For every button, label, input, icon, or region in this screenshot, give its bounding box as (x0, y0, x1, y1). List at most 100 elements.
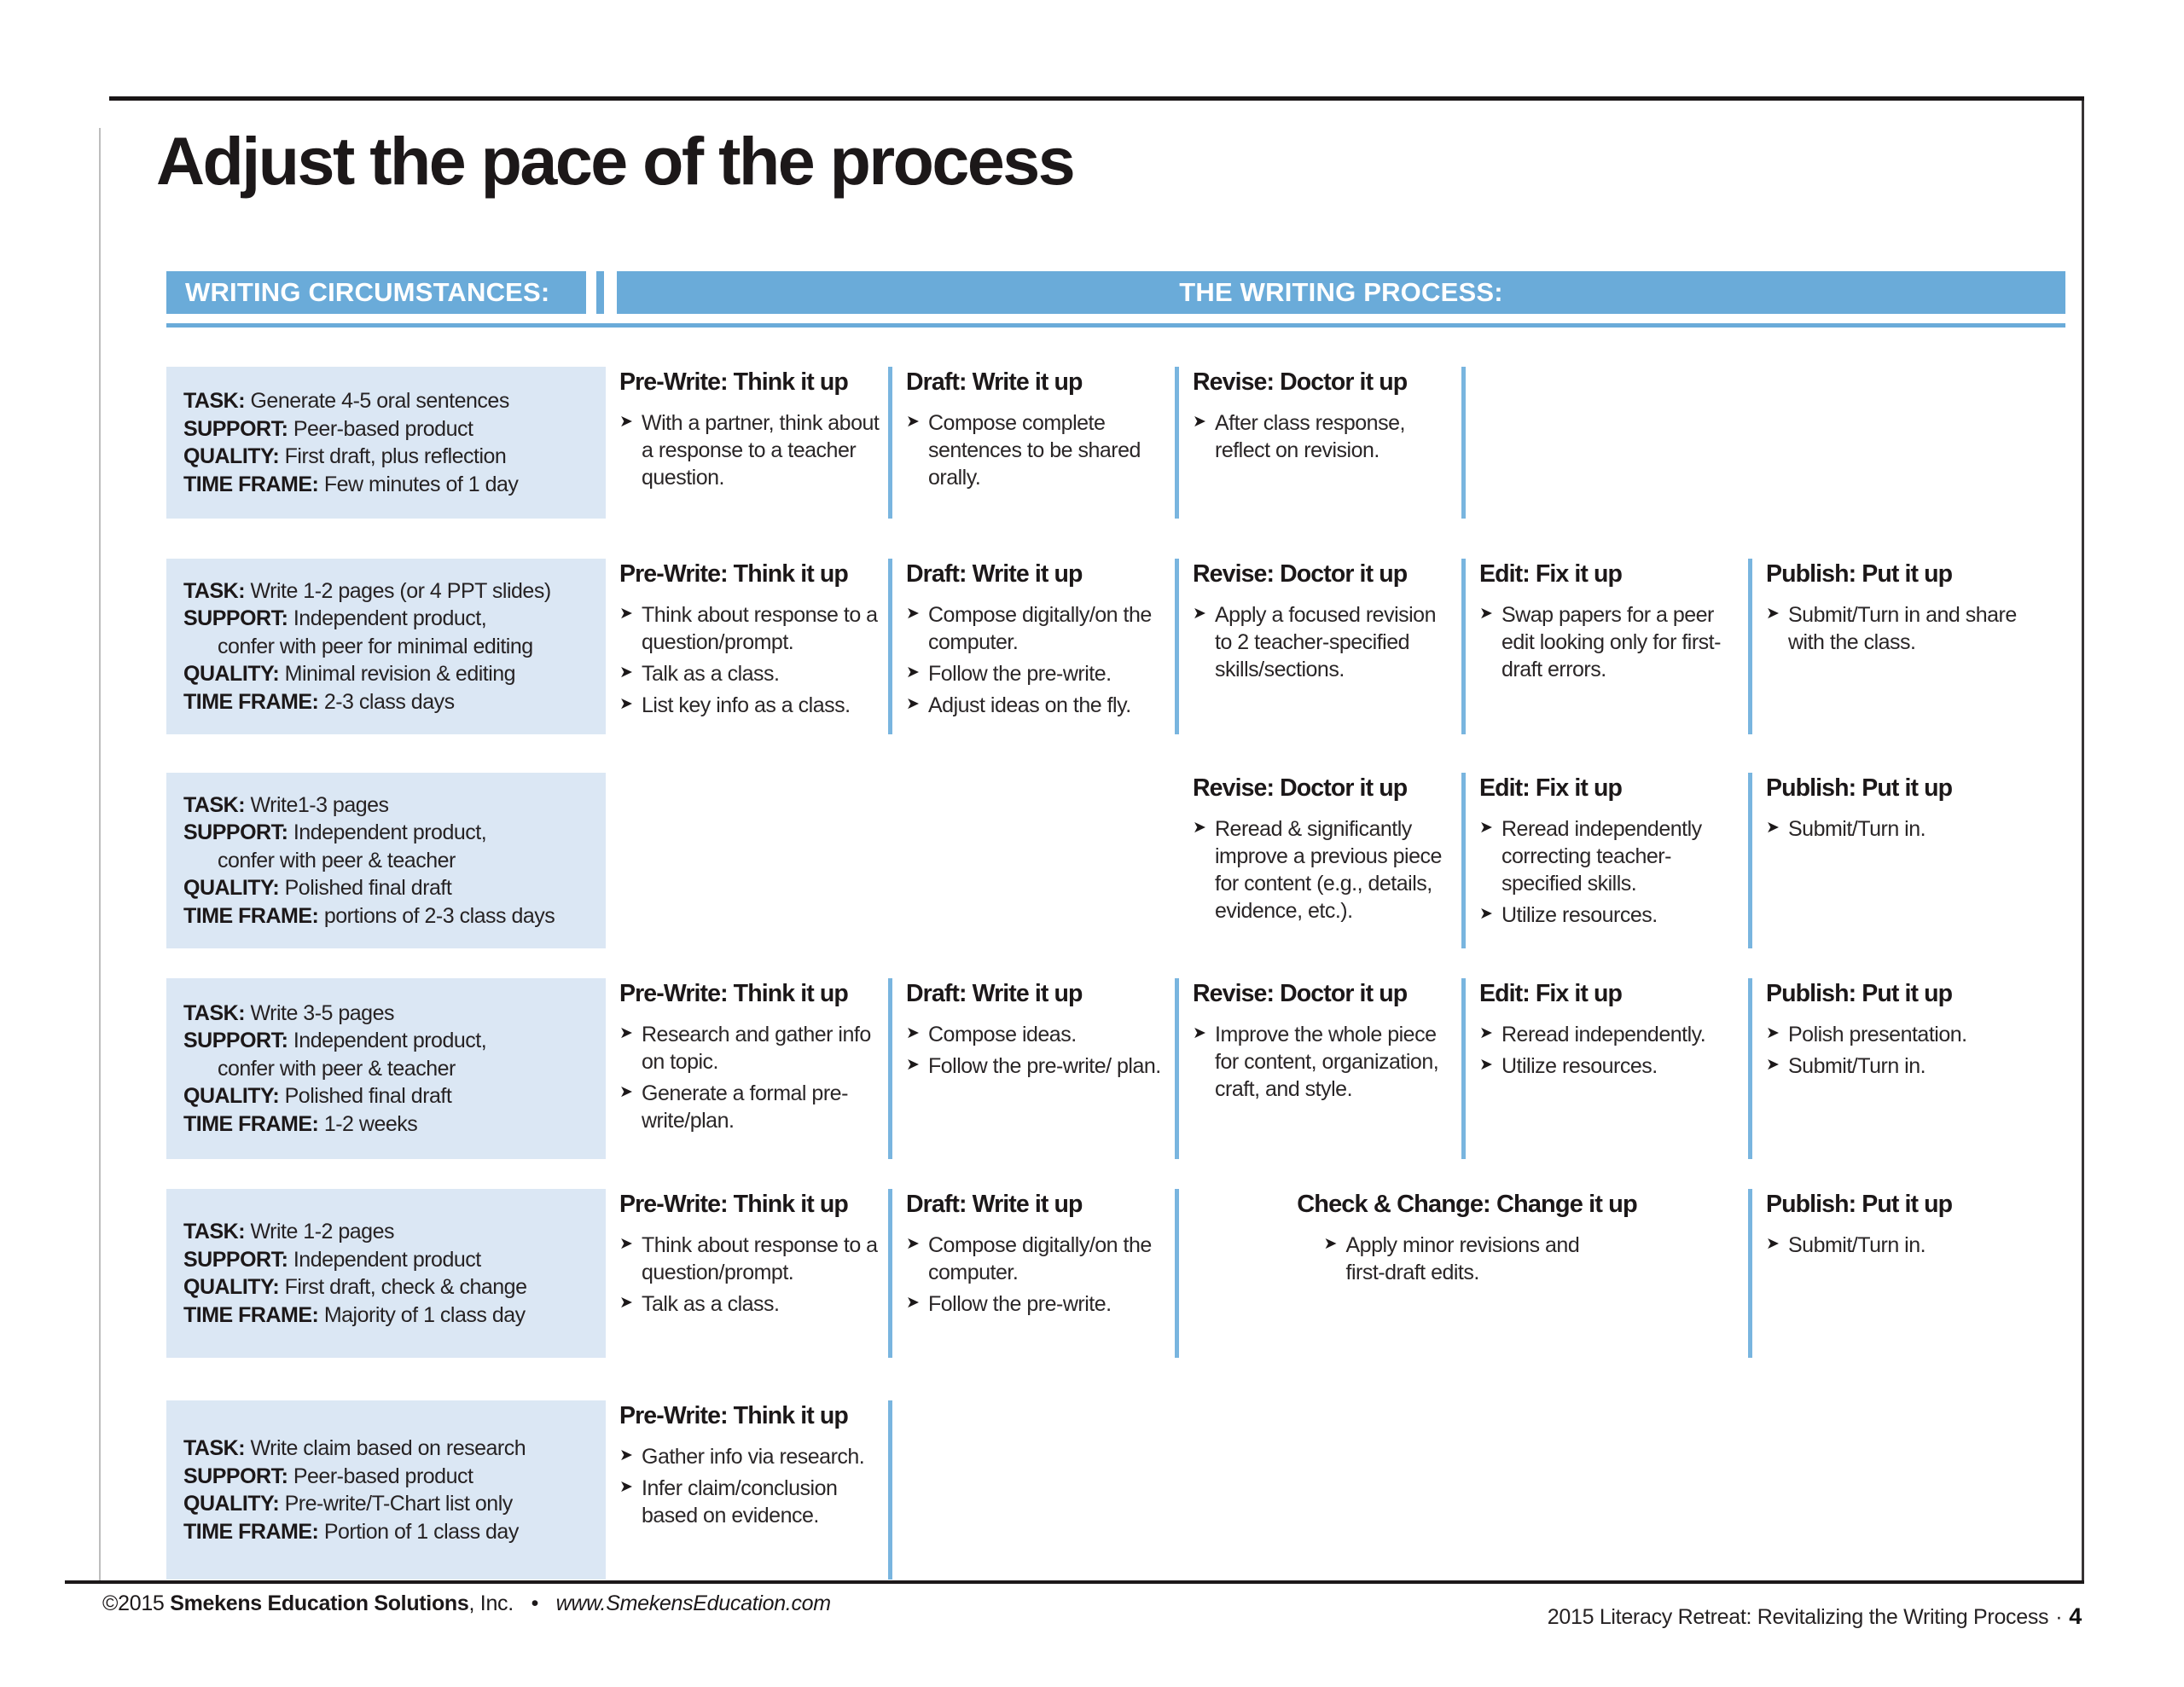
footer-separator: · (2055, 1605, 2063, 1629)
step-title: Publish: Put it up (1766, 980, 1953, 1007)
header-writing-circumstances: WRITING CIRCUMSTANCES: (166, 271, 586, 314)
circumstances-box: TASK: Write 1-2 pages (or 4 PPT slides) S… (166, 559, 606, 734)
step-bullet: Utilize resources. (1479, 901, 1741, 929)
step-bullets: Reread & significantly improve a previou… (1193, 815, 1455, 925)
step-title: Draft: Write it up (906, 1191, 1083, 1218)
process-step-cell: Publish: Put it up Submit/Turn in. (1752, 773, 2053, 948)
circumstance-label: QUALITY: (183, 444, 280, 468)
step-bullet: Compose digitally/on the computer. (906, 601, 1168, 656)
circumstance-line: confer with peer & teacher (218, 848, 456, 872)
circumstance-line: QUALITY: First draft, check & change (183, 1275, 527, 1299)
step-title: Draft: Write it up (906, 980, 1083, 1007)
step-bullets: Reread independently correcting teacher-… (1479, 815, 1741, 929)
circumstance-line: SUPPORT: Independent product, (183, 606, 487, 631)
header-writing-process-label: THE WRITING PROCESS: (1179, 277, 1503, 307)
page-border-left (99, 128, 101, 1583)
header-underline (166, 323, 2065, 328)
step-bullet: Research and gather info on topic. (619, 1021, 881, 1075)
circumstance-label: TASK: (183, 1220, 246, 1244)
step-title: Edit: Fix it up (1479, 980, 1623, 1007)
circumstances-box: TASK: Write 3-5 pages SUPPORT: Independen… (166, 978, 606, 1159)
circumstance-label: TASK: (183, 389, 246, 413)
header-gap (604, 271, 617, 314)
process-step-cell: Revise: Doctor it up Improve the whole pi… (1179, 978, 1466, 1159)
process-step-cell: Pre-Write: Think it up Gather info via re… (606, 1400, 892, 1580)
process-step-cell: Publish: Put it up Submit/Turn in. (1752, 1189, 2053, 1358)
circumstance-label: TASK: (183, 1436, 246, 1460)
step-title: Edit: Fix it up (1479, 774, 1623, 802)
footer-website: www.SmekensEducation.com (555, 1591, 831, 1615)
circumstance-line: SUPPORT: Peer-based product (183, 1464, 473, 1488)
process-step-cell: Edit: Fix it up Reread independently. Util… (1466, 978, 1752, 1159)
circumstance-line: TASK: Write 3-5 pages (183, 1000, 395, 1025)
footer-page-number: 4 (2069, 1603, 2082, 1629)
circumstance-label: SUPPORT: (183, 1464, 288, 1488)
circumstance-line: QUALITY: First draft, plus reflection (183, 444, 507, 468)
step-title: Revise: Doctor it up (1193, 560, 1408, 588)
footer-company-suffix: , Inc. (468, 1591, 514, 1615)
header-gap (586, 271, 596, 314)
circumstance-label: SUPPORT: (183, 1029, 288, 1053)
step-bullets: Compose complete sentences to be shared … (906, 409, 1168, 491)
process-step-cell: Pre-Write: Think it up With a partner, th… (606, 367, 892, 519)
circumstance-label: TIME FRAME: (183, 903, 319, 928)
step-bullets: Reread independently. Utilize resources. (1479, 1021, 1741, 1080)
circumstances-box: TASK: Write1-3 pages SUPPORT: Independent… (166, 773, 606, 948)
step-bullets: Research and gather info on topic.Genera… (619, 1021, 881, 1134)
footer-company: Smekens Education Solutions (170, 1591, 469, 1615)
step-bullet: Follow the pre-write. (906, 660, 1168, 687)
circumstance-line: TASK: Write 1-2 pages (or 4 PPT slides) (183, 578, 551, 603)
circumstance-label: TASK: (183, 792, 246, 817)
step-title: Publish: Put it up (1766, 560, 1953, 588)
process-step-cell: Check & Change: Change it up Apply minor … (1179, 1189, 1752, 1358)
step-title: Revise: Doctor it up (1193, 774, 1408, 802)
circumstance-line: TIME FRAME: portions of 2-3 class days (183, 903, 555, 928)
step-bullet: Follow the pre-write/ plan. (906, 1052, 1168, 1080)
step-bullet: Submit/Turn in. (1766, 815, 2046, 843)
circumstance-label: TASK: (183, 578, 246, 603)
table-header-row: WRITING CIRCUMSTANCES: THE WRITING PROCE… (166, 271, 2065, 314)
step-bullet: Follow the pre-write. (906, 1290, 1168, 1318)
circumstance-label: TIME FRAME: (183, 1519, 319, 1544)
step-bullets: Apply a focused revision to 2 teacher-sp… (1193, 601, 1455, 683)
circumstance-line: QUALITY: Minimal revision & editing (183, 662, 516, 687)
step-title: Publish: Put it up (1766, 774, 1953, 802)
process-step-cell: Publish: Put it up Submit/Turn in and sha… (1752, 559, 2053, 734)
circumstance-label: SUPPORT: (183, 606, 288, 631)
step-title: Pre-Write: Think it up (619, 980, 849, 1007)
step-bullets: Compose digitally/on the computer. Follow… (906, 1232, 1168, 1318)
step-title: Pre-Write: Think it up (619, 1402, 849, 1429)
process-step-cell: Draft: Write it up Compose digitally/on t… (892, 559, 1179, 734)
step-bullet: Talk as a class. (619, 1290, 881, 1318)
step-bullet: Generate a formal pre-write/plan. (619, 1080, 881, 1134)
circumstances-box: TASK: Write 1-2 pages SUPPORT: Independen… (166, 1189, 606, 1358)
step-bullets: Submit/Turn in. (1766, 815, 2046, 843)
step-bullet: Think about response to a question/promp… (619, 1232, 881, 1286)
process-step-cell: Pre-Write: Think it up Think about respon… (606, 1189, 892, 1358)
step-bullet: Gather info via research. (619, 1443, 881, 1470)
step-bullet: Compose ideas. (906, 1021, 1168, 1048)
page-border-top (109, 96, 2084, 101)
step-bullets: Submit/Turn in and share with the class. (1766, 601, 2046, 656)
circumstance-line: confer with peer for minimal editing (218, 634, 533, 658)
circumstance-label: TASK: (183, 1000, 246, 1025)
step-title: Check & Change: Change it up (1297, 1191, 1637, 1218)
process-step-cell: Revise: Doctor it up After class response… (1179, 367, 1466, 519)
step-bullet: With a partner, think about a response t… (619, 409, 881, 491)
step-bullet: Apply a focused revision to 2 teacher-sp… (1193, 601, 1455, 683)
step-bullet: Reread & significantly improve a previou… (1193, 815, 1455, 925)
step-bullet: Improve the whole piece for content, org… (1193, 1021, 1455, 1103)
circumstance-line: TIME FRAME: 2-3 class days (183, 689, 455, 714)
step-title: Pre-Write: Think it up (619, 560, 849, 588)
process-step-cell: Revise: Doctor it up Apply a focused revi… (1179, 559, 1466, 734)
page-border-right (2082, 101, 2084, 1583)
process-table: TASK: Generate 4-5 oral sentences SUPPORT… (166, 328, 2053, 1580)
step-title: Pre-Write: Think it up (619, 368, 849, 396)
step-bullets: With a partner, think about a response t… (619, 409, 881, 491)
step-title: Revise: Doctor it up (1193, 980, 1408, 1007)
step-bullets: Think about response to a question/promp… (619, 1232, 881, 1318)
step-title: Publish: Put it up (1766, 1191, 1953, 1218)
step-bullet: Compose digitally/on the computer. (906, 1232, 1168, 1286)
header-writing-circumstances-label: WRITING CIRCUMSTANCES: (185, 277, 550, 307)
step-bullet: Polish presentation. (1766, 1021, 2046, 1048)
